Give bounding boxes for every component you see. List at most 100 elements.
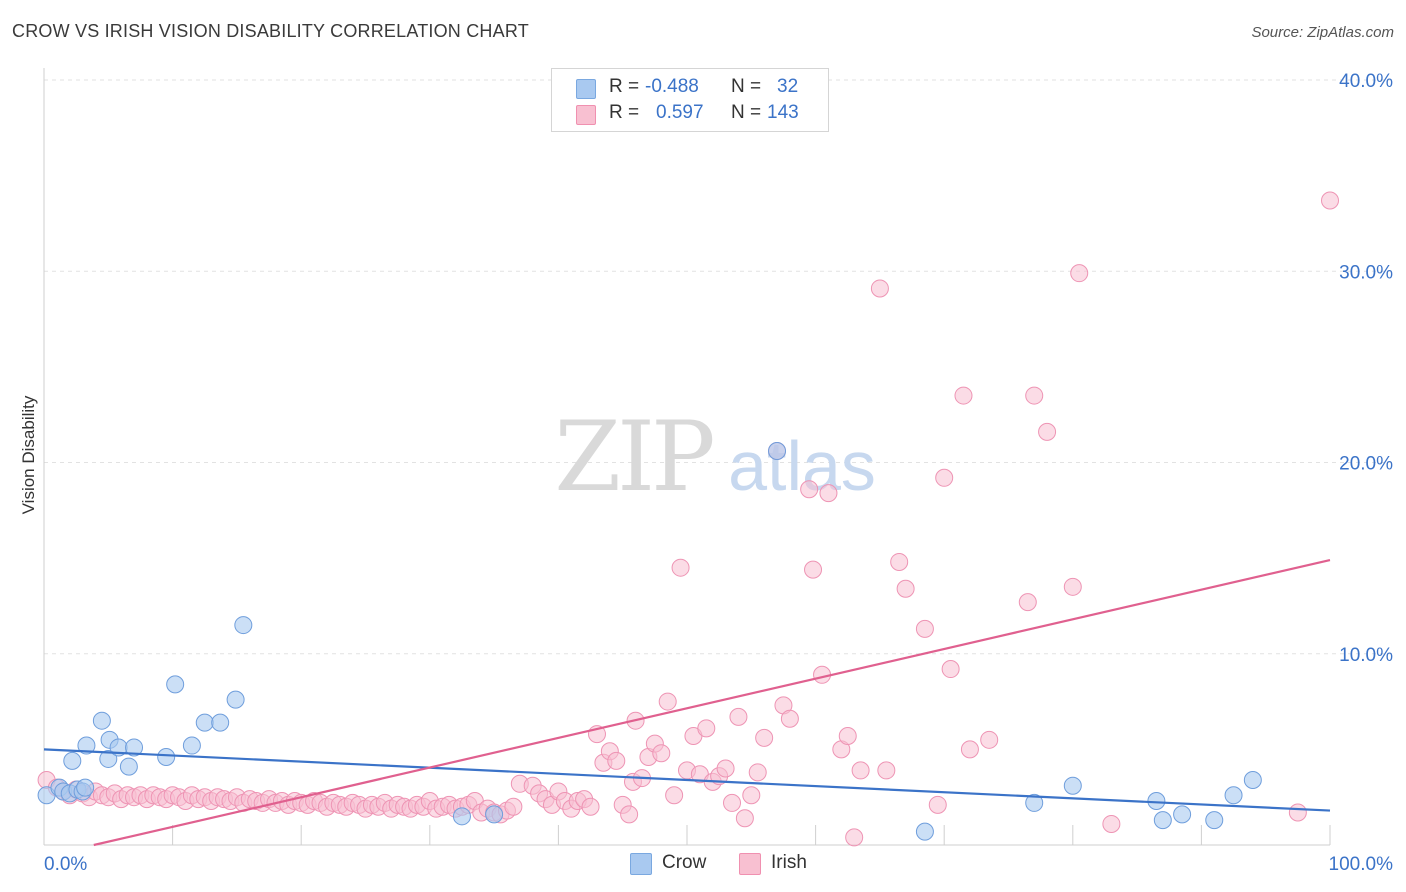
crow-point [182,736,201,755]
crow-label: Crow [662,852,707,873]
crow-point [195,713,214,732]
gridlines [44,79,1395,655]
irish-point [845,828,864,847]
irish-point [890,552,909,571]
crow-point [1153,811,1172,830]
crow-point [768,442,787,461]
crow-point [76,778,95,797]
irish-point [1102,814,1121,833]
irish-points [37,191,1339,847]
irish-swatch [739,853,761,875]
crow-trend-line [43,748,1331,812]
irish-point [980,730,999,749]
irish-point [928,795,947,814]
crow-point [99,749,118,768]
irish-point [658,692,677,711]
n-label: N = [731,102,762,123]
irish-point [915,619,934,638]
irish-point [1018,593,1037,612]
crow-point [1025,793,1044,812]
irish-point [1321,191,1339,210]
n-label: N = [731,76,762,97]
tick-labels: 10.0% 20.0% 30.0% 40.0% 0.0% 100.0% [44,71,1393,875]
r-value: 0.597 [656,102,704,123]
irish-point [723,793,742,812]
irish-point [1063,577,1082,596]
irish-point [748,763,767,782]
irish-point [504,797,523,816]
crow-point [1205,811,1224,830]
y-tick-label: 30.0% [1339,262,1393,283]
bottom-legend: Crow Irish [0,851,1406,877]
crow-point [92,711,111,730]
irish-point [671,558,690,577]
crow-point [1224,786,1243,805]
irish-point [755,728,774,747]
irish-point [800,480,819,499]
irish-point [742,786,761,805]
crow-swatch [630,853,652,875]
crow-swatch [576,79,596,99]
irish-label: Irish [771,852,807,873]
x-tick-label: 0.0% [44,854,87,875]
chart-title: CROW VS IRISH VISION DISABILITY CORRELAT… [12,21,529,41]
crow-point [226,690,245,709]
irish-point [960,740,979,759]
crow-point [1243,770,1262,789]
r-value: -0.488 [645,76,699,97]
irish-point [581,797,600,816]
irish-point [954,386,973,405]
irish-point [1025,386,1044,405]
y-tick-label: 40.0% [1339,71,1393,92]
irish-point [716,759,735,778]
x-tick-label: 100.0% [1329,854,1394,875]
crow-point [1063,776,1082,795]
irish-trend-line [93,558,1331,847]
irish-swatch [576,105,596,125]
crow-point [166,675,185,694]
y-tick-label: 20.0% [1339,454,1393,475]
source-label: Source: ZipAtlas.com [1251,24,1394,41]
irish-point [1288,803,1307,822]
irish-point [877,761,896,780]
irish-point [652,744,671,763]
irish-point [935,468,954,487]
irish-point [729,707,748,726]
irish-point [819,484,838,503]
legend-row-crow: R = -0.488 N = 32 [552,75,828,101]
axes [43,68,1331,846]
crow-point [63,751,82,770]
crow-point [452,807,471,826]
irish-point [1070,264,1089,283]
irish-point [941,660,960,679]
crow-point [485,805,504,824]
irish-point [607,751,626,770]
crow-point [234,616,253,635]
irish-point [838,726,857,745]
irish-point [697,719,716,738]
crow-point [157,748,176,767]
irish-point [804,560,823,579]
trend-lines [43,558,1331,847]
legend-row-irish: R = 0.597 N = 143 [552,101,828,127]
y-tick-label: 10.0% [1339,645,1393,666]
legend: R = -0.488 N = 32 R = 0.597 N = 143 [551,68,829,132]
crow-point [915,822,934,841]
crow-point [77,736,96,755]
crow-point [1173,805,1192,824]
y-axis-label: Vision Disability [19,395,38,515]
watermark-zip: ZIP [554,401,713,513]
crow-point [119,757,138,776]
crow-point [211,713,230,732]
irish-point [665,786,684,805]
irish-point [851,761,870,780]
r-label: R = [609,102,640,123]
irish-point [780,709,799,728]
n-value: 143 [767,102,799,123]
n-value: 32 [777,76,799,97]
irish-point [896,579,915,598]
r-label: R = [609,76,640,97]
irish-point [1038,422,1057,441]
irish-point [620,805,639,824]
